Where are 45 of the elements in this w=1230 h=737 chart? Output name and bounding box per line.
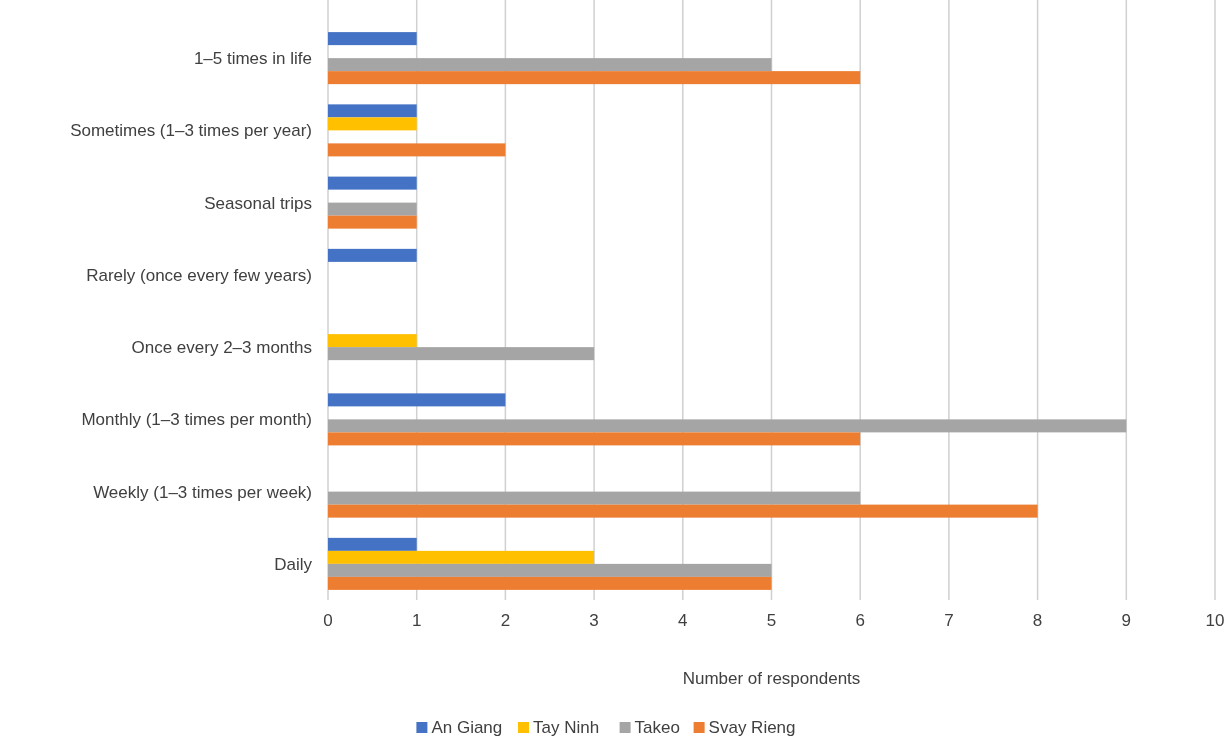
bar	[328, 117, 417, 131]
legend-label: Svay Rieng	[708, 718, 796, 737]
y-tick-label: Weekly (1–3 times per week)	[93, 482, 312, 502]
bar	[328, 248, 417, 262]
y-tick-label: Once every 2–3 months	[131, 338, 312, 358]
x-tick-label: 7	[944, 611, 954, 630]
y-tick-label: Rarely (once every few years)	[86, 265, 312, 285]
bar	[328, 143, 506, 157]
bar	[328, 419, 1127, 433]
y-tick-label: Monthly (1–3 times per month)	[81, 410, 312, 430]
bar	[328, 202, 417, 216]
bar	[328, 576, 772, 590]
x-tick-label: 6	[855, 611, 865, 630]
bar	[328, 563, 772, 577]
y-tick-label: Sometimes (1–3 times per year)	[70, 121, 312, 141]
x-tick-label: 8	[1032, 611, 1043, 630]
x-tick-label: 9	[1121, 611, 1132, 630]
x-tick-label: 10	[1205, 611, 1225, 630]
y-tick-label: Daily	[274, 554, 313, 574]
bar	[328, 550, 595, 564]
x-tick-label: 4	[678, 611, 688, 630]
x-tick-label: 1	[411, 611, 422, 630]
bar	[328, 537, 417, 551]
bar	[328, 215, 417, 229]
legend-label: Takeo	[634, 718, 680, 737]
bar	[328, 334, 417, 348]
x-tick-label: 3	[589, 611, 599, 630]
x-axis-title: Number of respondents	[682, 669, 861, 688]
bar	[328, 32, 417, 46]
y-tick-label: 1–5 times in life	[193, 49, 312, 69]
bar	[328, 176, 417, 190]
x-tick-label: 2	[500, 611, 511, 630]
bar	[328, 491, 861, 505]
bar	[328, 504, 1038, 518]
bar	[328, 58, 772, 72]
legend-label: An Giang	[431, 718, 503, 737]
bar	[328, 71, 861, 85]
y-tick-label: Seasonal trips	[204, 193, 312, 213]
bar	[328, 347, 595, 361]
bar	[328, 393, 506, 407]
x-tick-label: 0	[323, 611, 333, 630]
bar	[328, 432, 861, 446]
legend-label: Tay Ninh	[533, 718, 600, 737]
bar	[328, 104, 417, 118]
x-tick-label: 5	[766, 611, 777, 630]
